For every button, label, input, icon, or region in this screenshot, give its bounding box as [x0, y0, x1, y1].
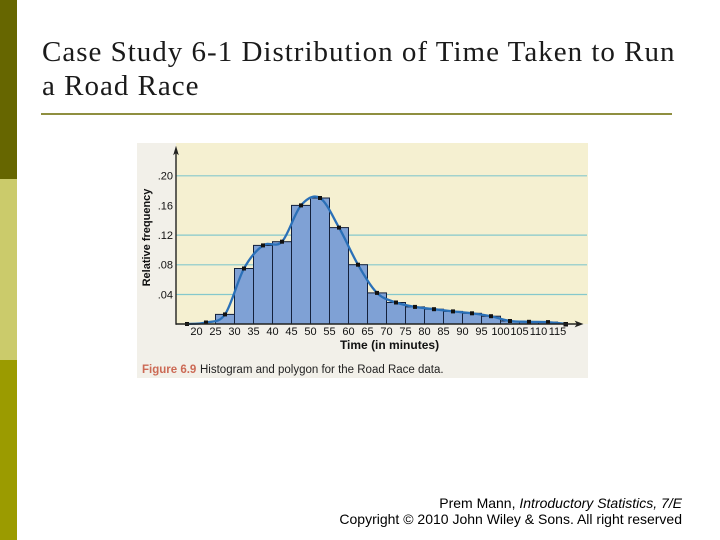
svg-text:75: 75: [399, 326, 411, 338]
svg-text:90: 90: [456, 326, 468, 338]
svg-text:.12: .12: [158, 230, 173, 242]
svg-text:115: 115: [549, 326, 567, 338]
svg-text:30: 30: [228, 326, 240, 338]
svg-text:95: 95: [475, 326, 487, 338]
svg-text:20: 20: [190, 326, 202, 338]
svg-text:45: 45: [285, 326, 297, 338]
svg-text:25: 25: [209, 326, 221, 338]
svg-text:100: 100: [491, 326, 509, 338]
svg-text:65: 65: [361, 326, 373, 338]
svg-text:35: 35: [247, 326, 259, 338]
svg-text:60: 60: [342, 326, 354, 338]
svg-text:110: 110: [530, 326, 548, 338]
svg-text:Relative frequency: Relative frequency: [141, 188, 153, 287]
svg-text:55: 55: [323, 326, 335, 338]
svg-text:.04: .04: [158, 289, 173, 301]
svg-text:40: 40: [266, 326, 278, 338]
svg-text:.16: .16: [158, 200, 173, 212]
svg-text:.08: .08: [158, 260, 173, 272]
svg-text:85: 85: [437, 326, 449, 338]
svg-text:105: 105: [510, 326, 528, 338]
svg-text:50: 50: [304, 326, 316, 338]
svg-text:70: 70: [380, 326, 392, 338]
svg-text:Figure 6.9: Figure 6.9: [142, 364, 196, 376]
svg-text:80: 80: [418, 326, 430, 338]
svg-text:Histogram and polygon for the: Histogram and polygon for the Road Race …: [200, 364, 444, 376]
svg-text:.20: .20: [158, 171, 173, 183]
svg-text:Time (in minutes): Time (in minutes): [340, 338, 439, 352]
